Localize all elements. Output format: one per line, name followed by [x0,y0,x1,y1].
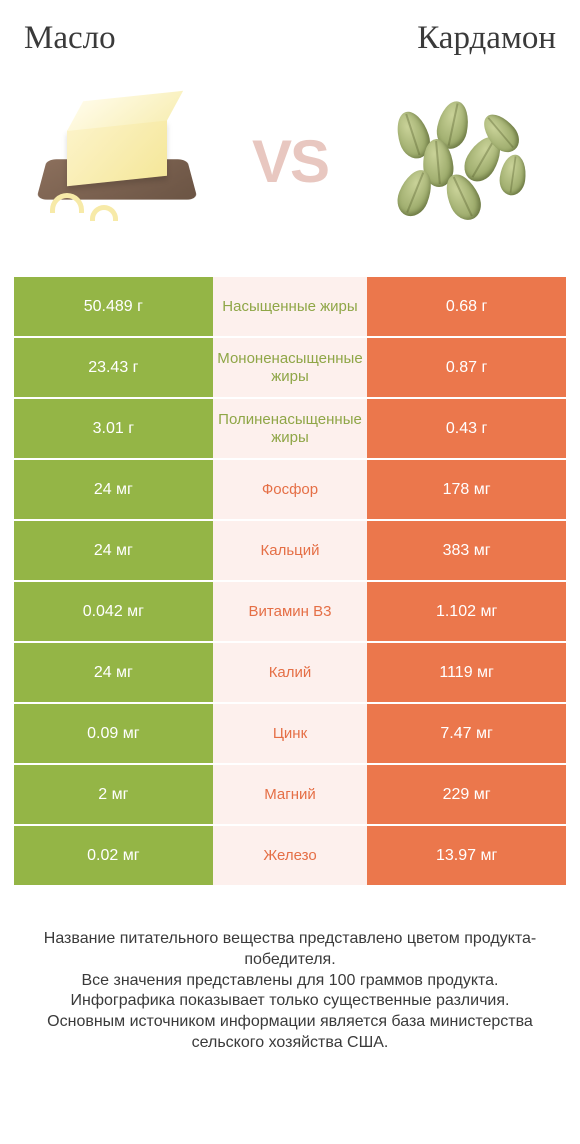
value-left: 0.042 мг [14,582,213,641]
butter-image [32,91,212,231]
nutrient-label: Витамин B3 [213,582,368,641]
table-row: 2 мгМагний229 мг [14,765,566,824]
title-left: Масло [24,20,116,57]
footer-line: Инфографика показывает только существенн… [24,991,556,1012]
table-row: 0.02 мгЖелезо13.97 мг [14,826,566,885]
table-row: 24 мгКалий1119 мг [14,643,566,702]
infographic-container: Масло Кардамон VS 50.489 гНасыщенные жир… [0,0,580,1074]
table-row: 24 мгКальций383 мг [14,521,566,580]
nutrient-label: Полиненасыщенные жиры [213,399,368,458]
table-row: 24 мгФосфор178 мг [14,460,566,519]
title-right: Кардамон [417,20,556,57]
value-left: 2 мг [14,765,213,824]
footer-notes: Название питательного вещества представл… [14,929,566,1054]
footer-line: Основным источником информации является … [24,1012,556,1054]
table-row: 3.01 гПолиненасыщенные жиры0.43 г [14,399,566,458]
value-left: 0.02 мг [14,826,213,885]
nutrient-label: Цинк [213,704,368,763]
nutrient-label: Магний [213,765,368,824]
cardamom-image [368,91,548,231]
table-row: 0.09 мгЦинк7.47 мг [14,704,566,763]
value-right: 0.87 г [367,338,566,397]
value-left: 3.01 г [14,399,213,458]
value-left: 50.489 г [14,277,213,336]
value-right: 13.97 мг [367,826,566,885]
value-left: 24 мг [14,643,213,702]
nutrient-label: Железо [213,826,368,885]
value-right: 0.68 г [367,277,566,336]
value-right: 229 мг [367,765,566,824]
title-row: Масло Кардамон [14,20,566,57]
nutrient-label: Кальций [213,521,368,580]
nutrient-label: Насыщенные жиры [213,277,368,336]
table-row: 23.43 гМононенасыщенные жиры0.87 г [14,338,566,397]
vs-label: VS [252,127,328,196]
nutrient-label: Калий [213,643,368,702]
value-left: 0.09 мг [14,704,213,763]
value-right: 1.102 мг [367,582,566,641]
table-row: 0.042 мгВитамин B31.102 мг [14,582,566,641]
value-right: 7.47 мг [367,704,566,763]
footer-line: Название питательного вещества представл… [24,929,556,971]
hero-row: VS [14,81,566,241]
comparison-table: 50.489 гНасыщенные жиры0.68 г23.43 гМоно… [14,277,566,885]
nutrient-label: Фосфор [213,460,368,519]
value-right: 1119 мг [367,643,566,702]
value-right: 383 мг [367,521,566,580]
value-left: 24 мг [14,521,213,580]
value-right: 0.43 г [367,399,566,458]
value-left: 24 мг [14,460,213,519]
value-left: 23.43 г [14,338,213,397]
nutrient-label: Мононенасыщенные жиры [213,338,368,397]
table-row: 50.489 гНасыщенные жиры0.68 г [14,277,566,336]
value-right: 178 мг [367,460,566,519]
footer-line: Все значения представлены для 100 граммо… [24,971,556,992]
